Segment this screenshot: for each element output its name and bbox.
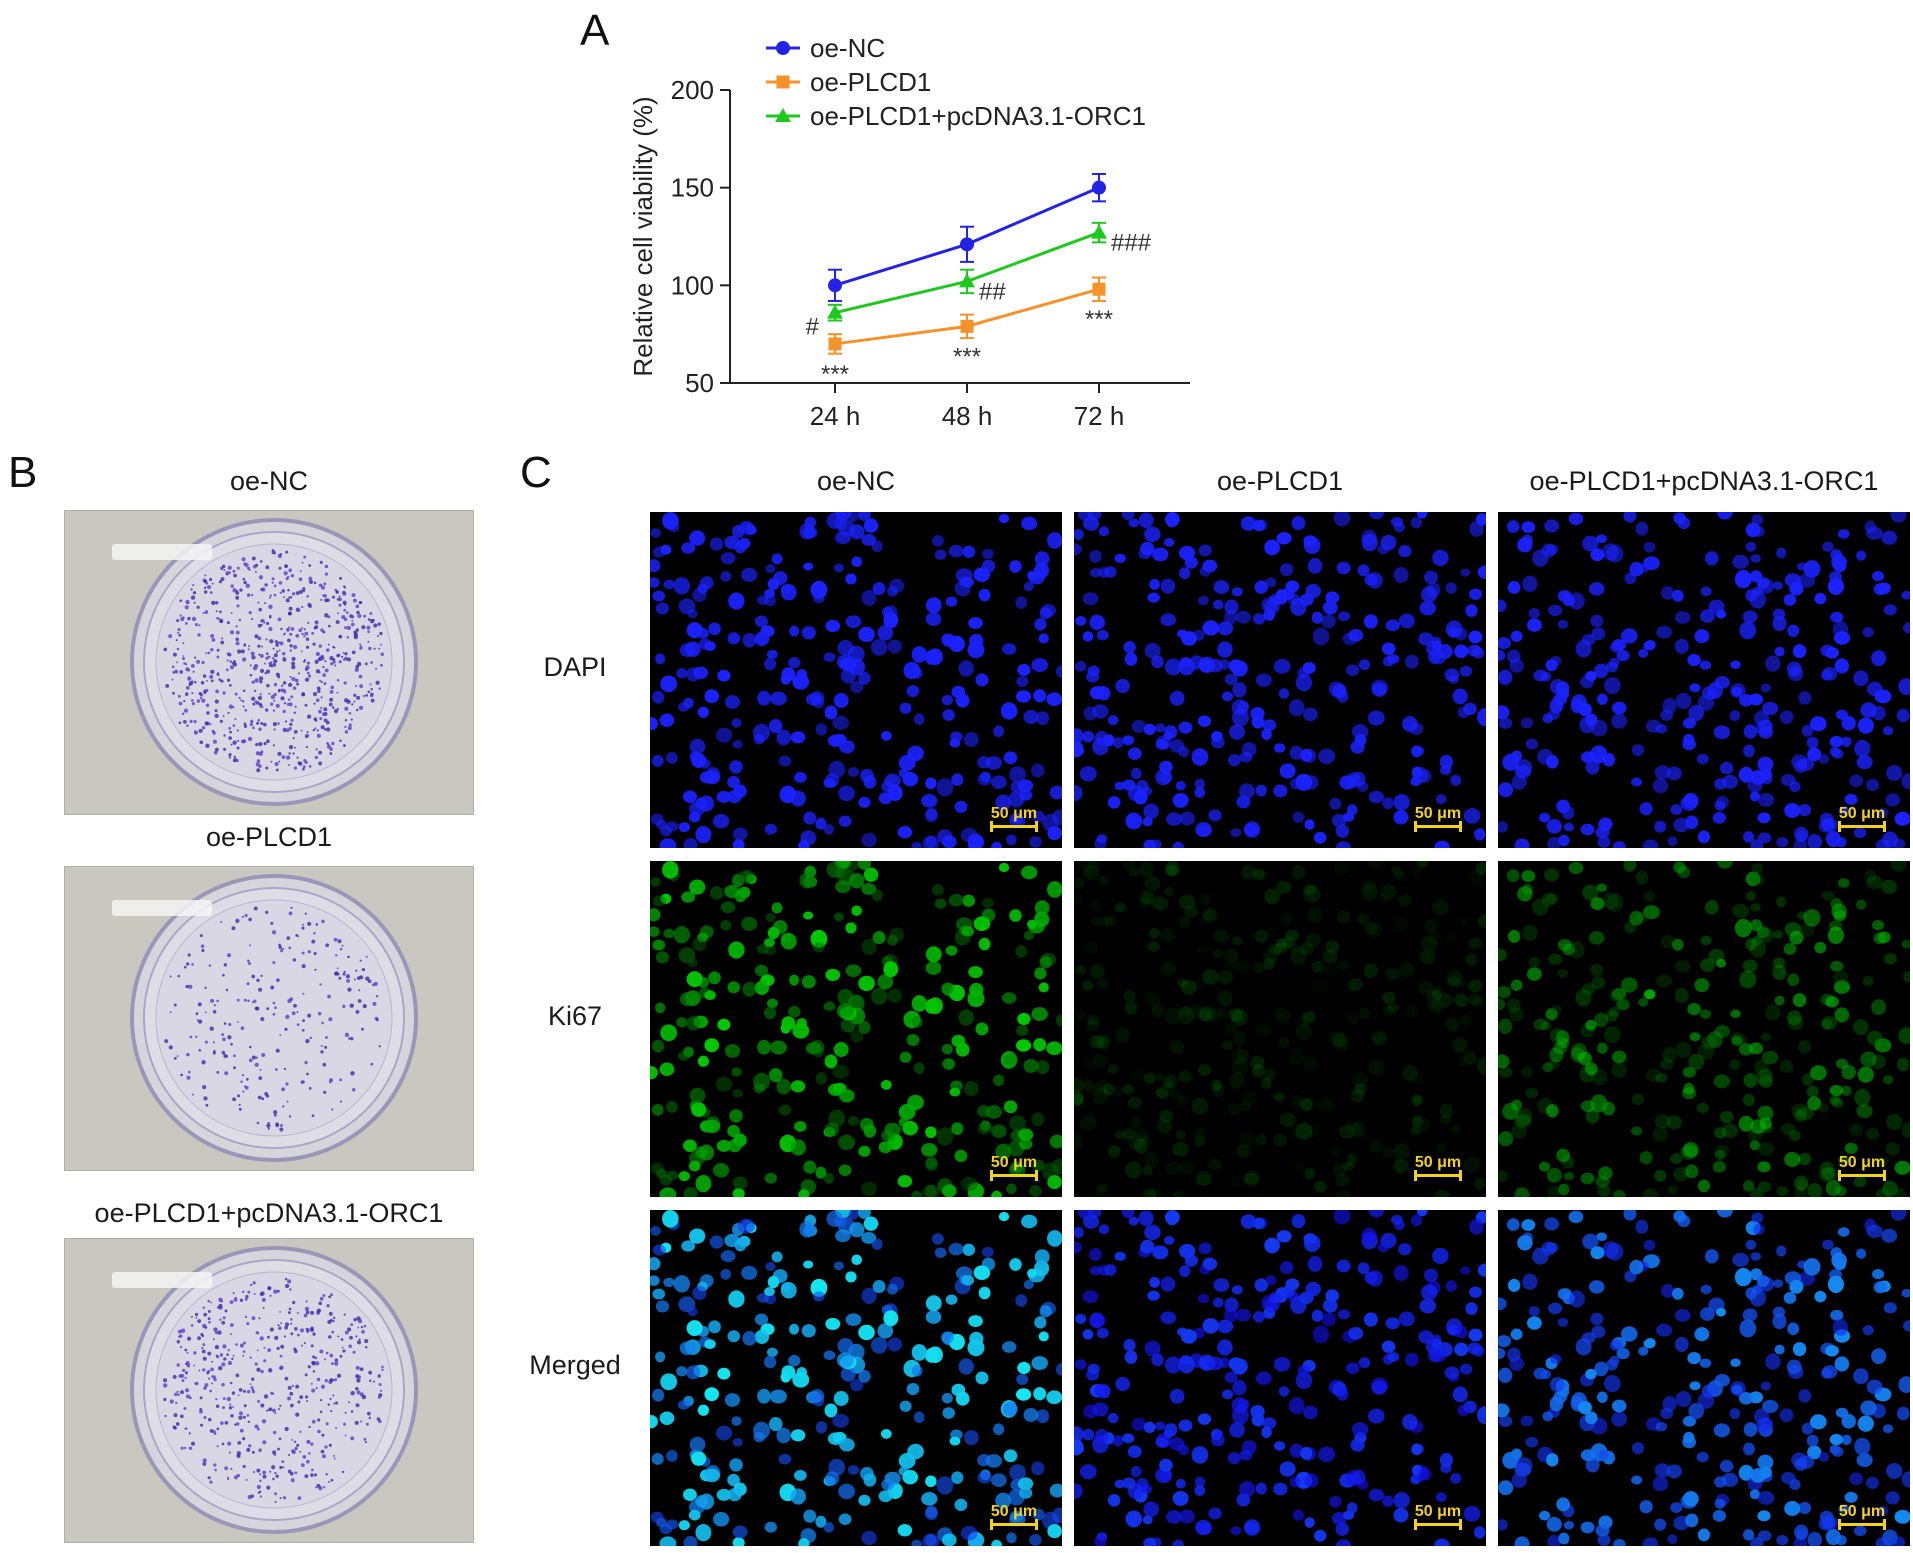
series-oe-plcd1-pcdna3-1-orc1 xyxy=(827,221,1107,322)
dish-artwork xyxy=(64,510,474,815)
y-tick-label: 150 xyxy=(671,173,714,203)
if-row-label-dapi: DAPI xyxy=(543,652,607,682)
if-image-dapi-oe-plcd1: 50 μm xyxy=(1074,512,1486,848)
scale-label: 50 μm xyxy=(990,1503,1038,1520)
y-axis-label: Relative cell viability (%) xyxy=(628,96,658,376)
scale-bar: 50 μm xyxy=(1838,805,1886,832)
micrograph-artwork xyxy=(1074,512,1486,848)
legend-marker xyxy=(776,75,790,89)
colony-dish-oe-nc xyxy=(64,510,474,815)
panel-letter-a: A xyxy=(580,6,610,55)
if-row-label-ki67: Ki67 xyxy=(547,1001,603,1031)
scale-bar: 50 μm xyxy=(1414,1503,1462,1530)
if-image-dapi-oe-nc: 50 μm xyxy=(650,512,1062,848)
if-column-title-oe-plcd1-orc1: oe-PLCD1+pcDNA3.1-ORC1 xyxy=(1529,466,1879,496)
micrograph-artwork xyxy=(1498,861,1910,1197)
if-image-dapi-oe-plcd1-orc1: 50 μm xyxy=(1498,512,1910,848)
x-tick-label: 48 h xyxy=(942,401,993,431)
significance-annotation: ### xyxy=(1111,230,1152,257)
scale-bar: 50 μm xyxy=(1838,1503,1886,1530)
scale-label: 50 μm xyxy=(1838,805,1886,822)
colony-dish-oe-plcd1-orc1 xyxy=(64,1238,474,1543)
data-point xyxy=(960,237,974,252)
data-point xyxy=(828,278,842,293)
legend-item-oe-plcd1-pcdna3-1-orc1: oe-PLCD1+pcDNA3.1-ORC1 xyxy=(766,101,1146,131)
scale-label: 50 μm xyxy=(1414,1503,1462,1520)
legend-label: oe-NC xyxy=(810,33,885,63)
dish-artwork xyxy=(64,1238,474,1543)
scale-label: 50 μm xyxy=(1414,805,1462,822)
scale-label: 50 μm xyxy=(1838,1154,1886,1171)
micrograph-artwork xyxy=(1074,861,1486,1197)
significance-annotation: ## xyxy=(979,278,1006,305)
data-point xyxy=(1092,180,1106,195)
micrograph-artwork xyxy=(650,861,1062,1197)
significance-annotation: # xyxy=(806,314,820,341)
if-image-merged-oe-plcd1-orc1: 50 μm xyxy=(1498,1210,1910,1546)
panel-letter-c: C xyxy=(520,448,552,497)
if-image-merged-oe-plcd1: 50 μm xyxy=(1074,1210,1486,1546)
if-row-label-merged: Merged xyxy=(529,1350,621,1380)
significance-annotation: *** xyxy=(1085,306,1113,333)
y-tick-label: 200 xyxy=(671,75,714,105)
legend-marker xyxy=(775,108,791,122)
if-image-merged-oe-nc: 50 μm xyxy=(650,1210,1062,1546)
micrograph-artwork xyxy=(1498,512,1910,848)
if-image-ki67-oe-plcd1: 50 μm xyxy=(1074,861,1486,1197)
micrograph-artwork xyxy=(1074,1210,1486,1546)
if-column-title-oe-nc: oe-NC xyxy=(816,466,896,496)
micrograph-artwork xyxy=(1498,1210,1910,1546)
legend-label: oe-PLCD1+pcDNA3.1-ORC1 xyxy=(810,101,1146,131)
scale-bar: 50 μm xyxy=(1414,805,1462,832)
scale-label: 50 μm xyxy=(1414,1154,1462,1171)
y-tick-label: 50 xyxy=(685,368,714,398)
scale-bar: 50 μm xyxy=(990,1503,1038,1530)
panel-letter-b: B xyxy=(8,448,38,497)
if-image-ki67-oe-plcd1-orc1: 50 μm xyxy=(1498,861,1910,1197)
y-tick-label: 100 xyxy=(671,270,714,300)
legend-marker xyxy=(776,41,790,55)
viability-line-chart: 50 100 150 200 24 h 48 h 72 h Relative cell via… xyxy=(628,33,1190,431)
scale-bar: 50 μm xyxy=(1414,1154,1462,1181)
x-tick-label: 24 h xyxy=(810,401,861,431)
scale-label: 50 μm xyxy=(990,1154,1038,1171)
data-point xyxy=(960,319,974,333)
data-point xyxy=(827,304,843,319)
colony-dish-oe-plcd1 xyxy=(64,866,474,1171)
scale-label: 50 μm xyxy=(990,805,1038,822)
data-point xyxy=(1091,224,1107,239)
colony-label-oe-nc: oe-NC xyxy=(229,466,309,496)
legend-item-oe-plcd1: oe-PLCD1 xyxy=(766,67,931,97)
micrograph-artwork xyxy=(650,512,1062,848)
scale-bar: 50 μm xyxy=(990,805,1038,832)
data-point xyxy=(828,337,842,351)
data-point xyxy=(959,273,975,288)
series-oe-plcd1 xyxy=(828,276,1106,355)
data-point xyxy=(1092,282,1106,296)
significance-annotation: *** xyxy=(821,361,849,388)
scale-label: 50 μm xyxy=(1838,1503,1886,1520)
scale-bar: 50 μm xyxy=(1838,1154,1886,1181)
colony-label-oe-plcd1-orc1: oe-PLCD1+pcDNA3.1-ORC1 xyxy=(94,1198,444,1228)
series-oe-nc xyxy=(828,172,1106,302)
dish-artwork xyxy=(64,866,474,1171)
micrograph-artwork xyxy=(650,1210,1062,1546)
colony-label-oe-plcd1: oe-PLCD1 xyxy=(205,822,333,852)
legend-item-oe-nc: oe-NC xyxy=(766,33,885,63)
if-image-ki67-oe-nc: 50 μm xyxy=(650,861,1062,1197)
significance-annotation: *** xyxy=(953,343,981,370)
legend-label: oe-PLCD1 xyxy=(810,67,931,97)
if-column-title-oe-plcd1: oe-PLCD1 xyxy=(1216,466,1344,496)
scale-bar: 50 μm xyxy=(990,1154,1038,1181)
x-tick-label: 72 h xyxy=(1074,401,1125,431)
